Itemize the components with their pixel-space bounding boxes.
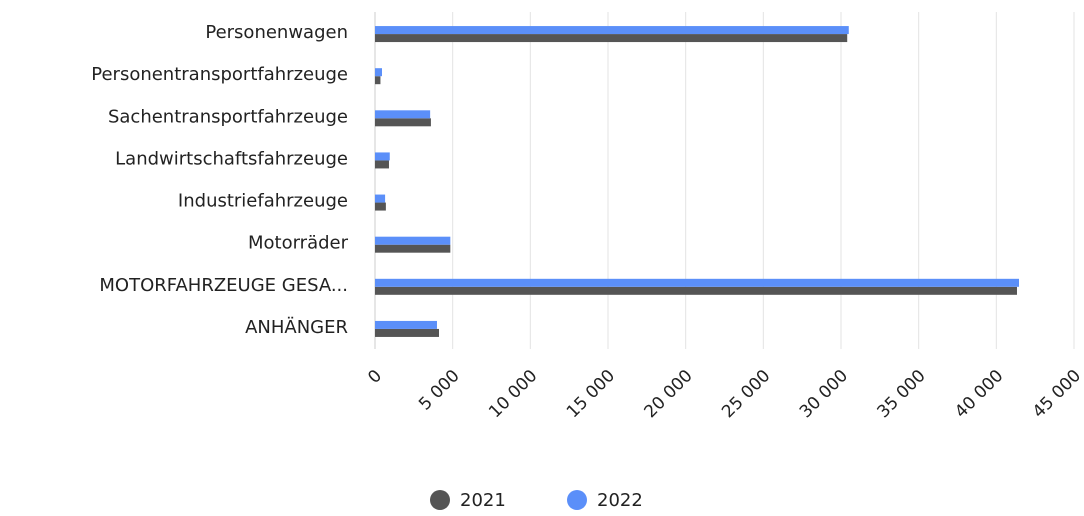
- bar: [375, 194, 386, 203]
- bar: [375, 244, 451, 253]
- y-tick-label: Personentransportfahrzeuge: [91, 64, 348, 85]
- bar: [375, 160, 389, 169]
- bar: [375, 26, 849, 35]
- bar: [375, 76, 381, 85]
- legend-marker: [430, 490, 450, 510]
- bar: [375, 34, 848, 43]
- bar: [375, 236, 451, 245]
- bar: [375, 68, 382, 77]
- x-tick-label: 5 000: [415, 366, 464, 415]
- y-tick-label: Sachentransportfahrzeuge: [108, 106, 348, 127]
- x-tick-label: 15 000: [563, 366, 619, 422]
- y-tick-label: Landwirtschaftsfahrzeuge: [115, 148, 348, 169]
- y-tick-label: Industriefahrzeuge: [178, 191, 348, 212]
- bar: [375, 118, 431, 127]
- x-tick-label: 25 000: [718, 366, 774, 422]
- x-tick-label: 20 000: [641, 366, 697, 422]
- y-tick-label: ANHÄNGER: [245, 317, 348, 338]
- bar: [375, 328, 439, 337]
- x-tick-label: 10 000: [485, 366, 541, 422]
- y-tick-label: Personenwagen: [205, 22, 348, 43]
- y-tick-label: MOTORFAHRZEUGE GESA...: [99, 275, 348, 296]
- x-tick-label: 35 000: [874, 366, 930, 422]
- x-tick-label: 0: [364, 366, 386, 388]
- legend-label: 2021: [460, 490, 506, 511]
- bar: [375, 286, 1017, 295]
- x-tick-label: 30 000: [796, 366, 852, 422]
- legend-label: 2022: [597, 490, 643, 511]
- bar: [375, 278, 1020, 287]
- legend-marker: [567, 490, 587, 510]
- x-tick-label: 40 000: [951, 366, 1007, 422]
- bar: [375, 152, 390, 161]
- x-tick-label: 45 000: [1029, 366, 1084, 422]
- bar: [375, 320, 437, 329]
- bar: [375, 202, 386, 211]
- bar: [375, 110, 431, 119]
- y-tick-label: Motorräder: [248, 233, 349, 254]
